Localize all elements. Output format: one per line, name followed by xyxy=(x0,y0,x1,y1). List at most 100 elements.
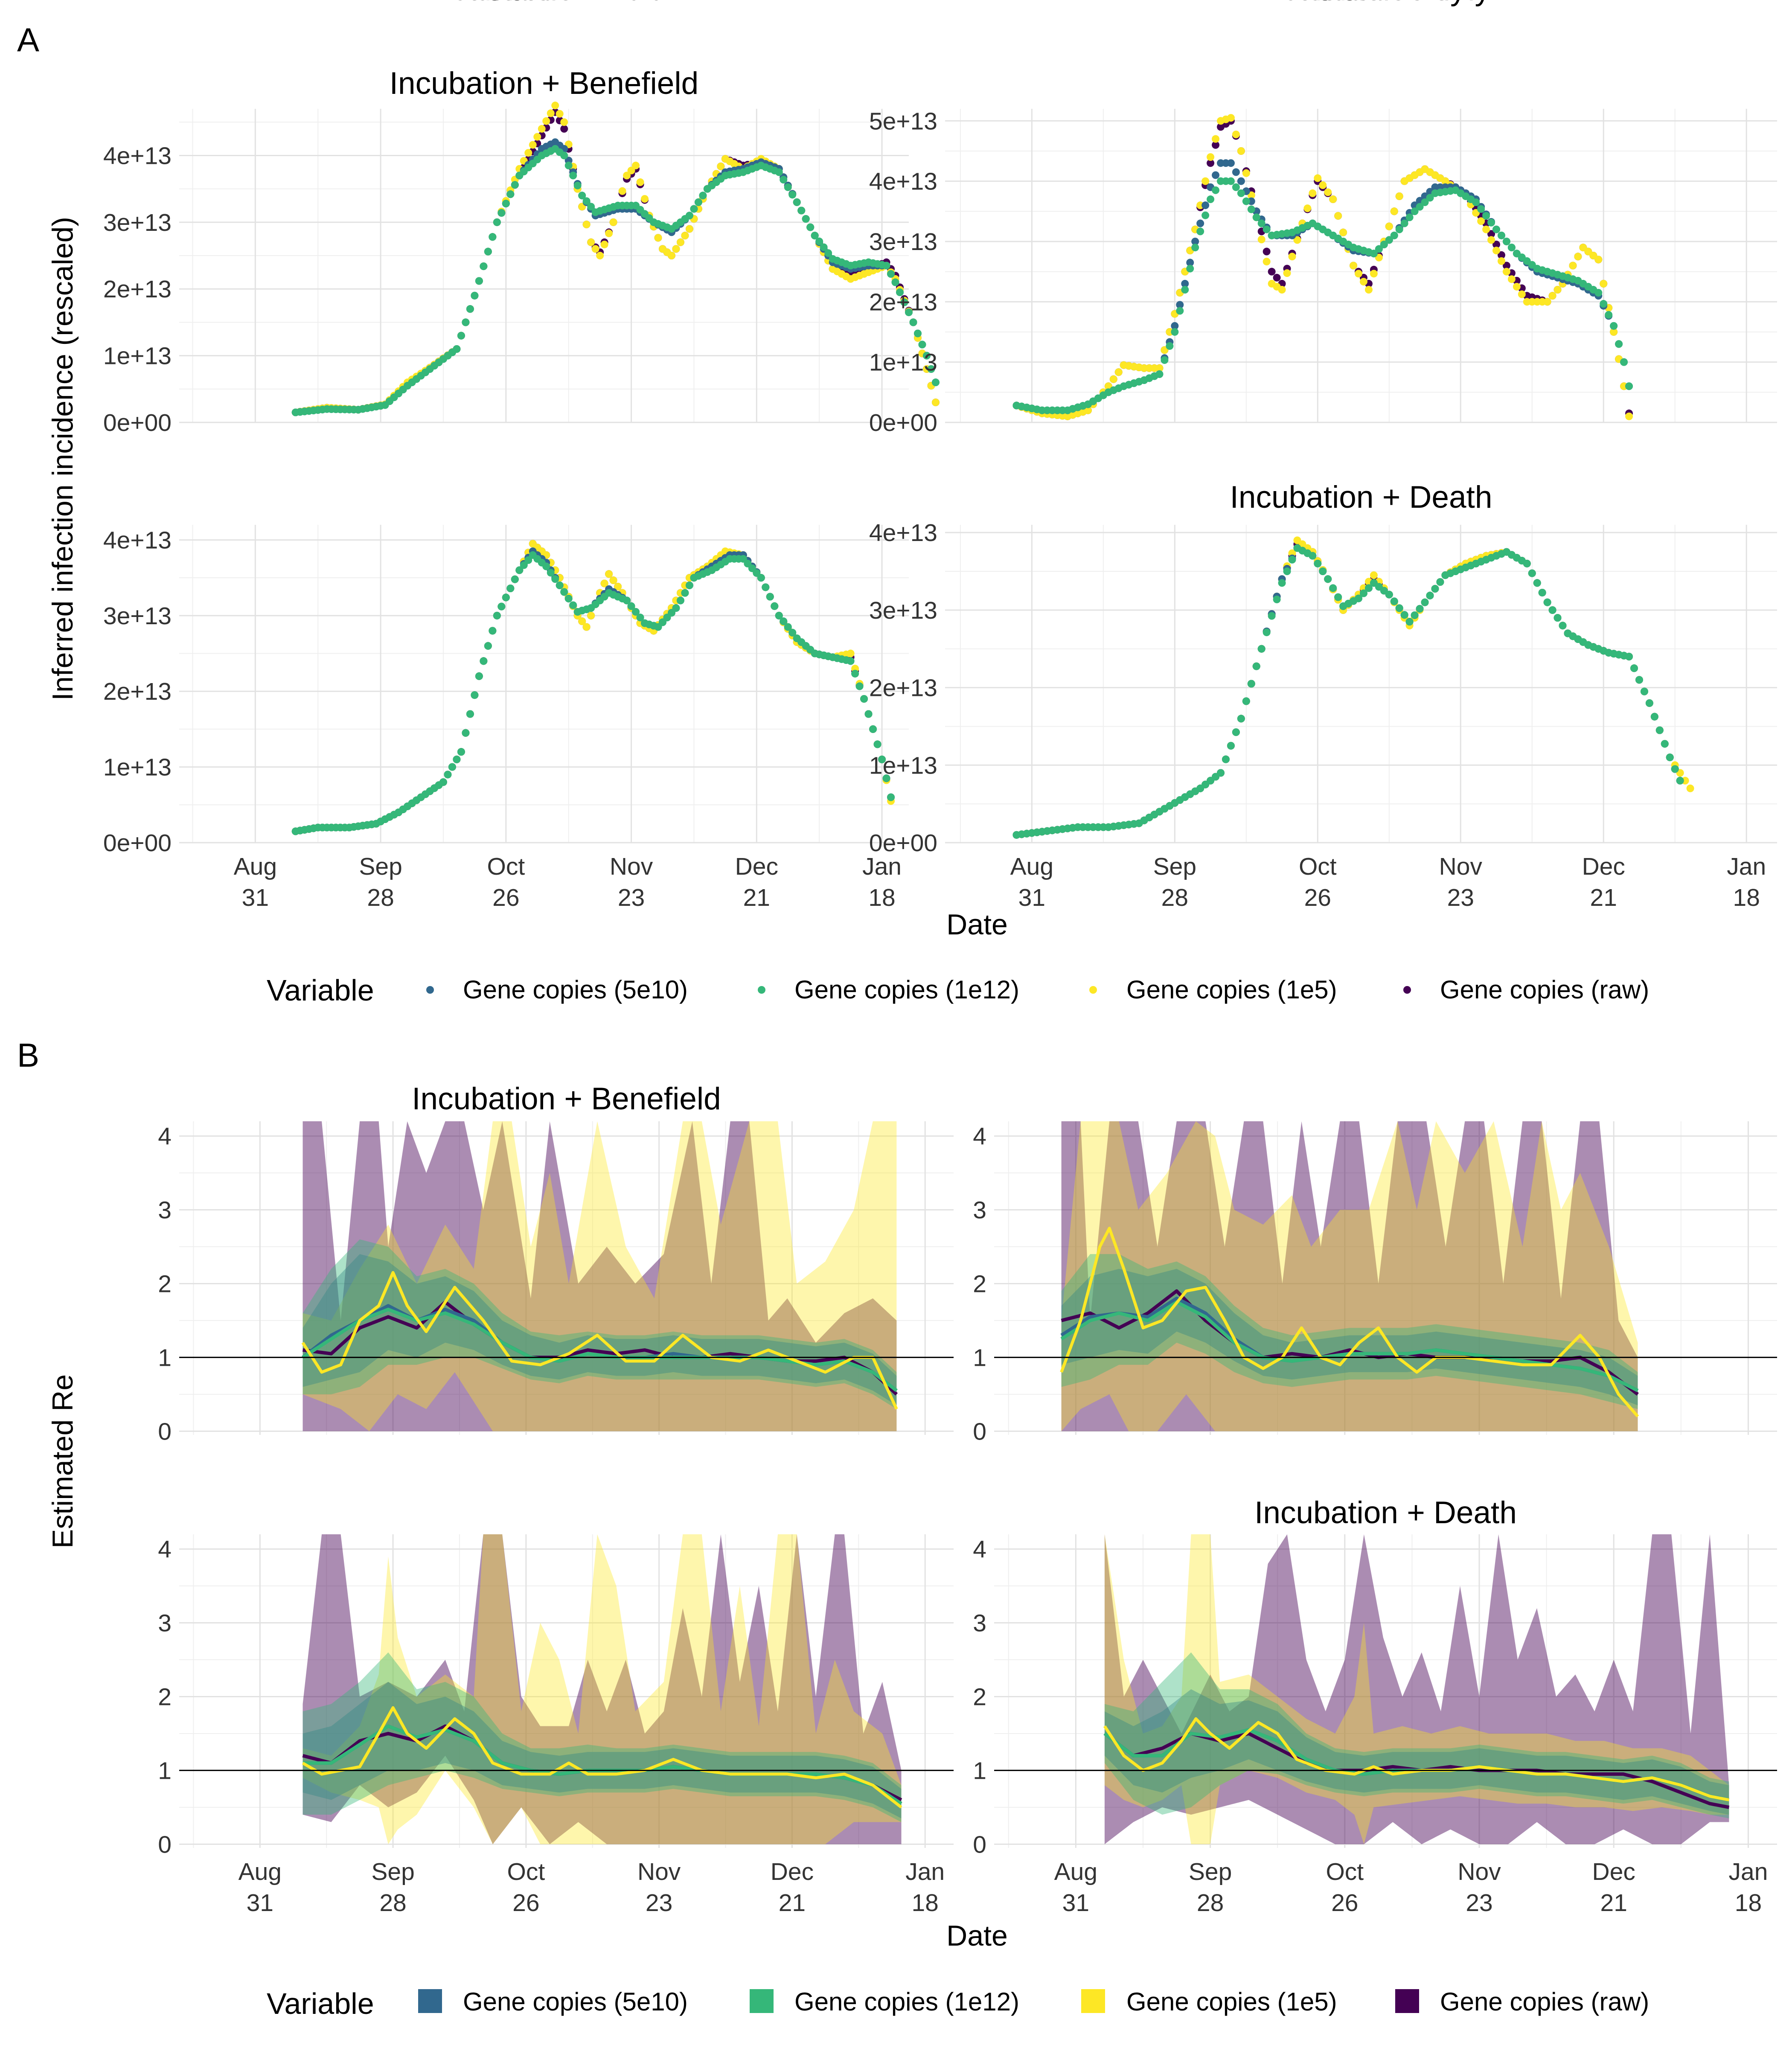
panel-b-x-axis-title: Date xyxy=(946,1920,1008,1952)
data-point xyxy=(453,345,461,353)
data-point xyxy=(1278,286,1286,294)
x-tick-label: 18 xyxy=(911,1889,938,1917)
panel-b-y-axis-title: Estimated Re xyxy=(47,1374,79,1548)
ribbon-1e12 xyxy=(303,1239,897,1409)
data-point xyxy=(636,614,644,622)
facet-a-4: Incubation only 0e+00 1e+13 2e+13 3e+13 4e+13… xyxy=(869,0,1777,911)
data-point xyxy=(1303,204,1312,212)
data-point xyxy=(1227,114,1235,122)
y-tick-label: 3 xyxy=(973,1610,986,1637)
ribbon-5e10 xyxy=(303,1681,902,1818)
data-point xyxy=(1482,225,1490,233)
data-point xyxy=(1543,298,1551,306)
data-point xyxy=(1293,236,1301,244)
y-tick-label: 1e+13 xyxy=(103,754,172,781)
data-point xyxy=(1395,192,1403,200)
series-raw xyxy=(1012,540,1684,839)
data-point xyxy=(1553,614,1562,622)
panel-a-legend-key-1e12 xyxy=(758,986,765,994)
x-tick-label: Aug xyxy=(1054,1858,1097,1885)
data-point xyxy=(771,602,779,610)
data-point xyxy=(1273,595,1281,603)
data-point xyxy=(1227,159,1235,167)
data-point xyxy=(676,596,684,605)
data-point xyxy=(457,332,465,340)
data-point xyxy=(475,672,483,680)
data-point xyxy=(1650,713,1658,721)
data-point xyxy=(775,168,783,176)
x-tick-label: Jan xyxy=(1727,853,1766,880)
panel-b-legend-label-raw: Gene copies (raw) xyxy=(1440,1987,1649,2016)
data-point xyxy=(1171,322,1179,330)
data-point xyxy=(694,198,702,206)
x-tick-label: 31 xyxy=(1062,1889,1089,1917)
x-tick-label: Nov xyxy=(1439,853,1483,880)
ribbon-raw xyxy=(1061,1121,1638,1431)
y-tick-label: 2e+13 xyxy=(869,675,937,702)
data-point xyxy=(484,642,492,650)
y-tick-label: 1 xyxy=(973,1757,986,1784)
data-point xyxy=(788,191,797,199)
ribbon-1e5 xyxy=(303,1121,897,1431)
data-point xyxy=(1676,777,1684,785)
y-tick-label: 3 xyxy=(158,1610,172,1637)
data-point xyxy=(542,117,550,125)
data-point xyxy=(1487,218,1495,227)
data-point xyxy=(1610,328,1618,336)
data-point xyxy=(1263,628,1271,637)
data-point xyxy=(1395,604,1403,612)
data-point xyxy=(462,318,470,326)
data-point xyxy=(511,181,519,189)
data-point xyxy=(1329,584,1337,592)
panel-b-legend-key-raw xyxy=(1395,1989,1419,2013)
data-point xyxy=(654,234,662,242)
x-tick-label: Sep xyxy=(1189,1858,1232,1885)
series-raw xyxy=(291,540,895,835)
data-point xyxy=(931,378,940,387)
data-point xyxy=(1661,740,1669,748)
data-point xyxy=(918,340,926,349)
y-tick-label: 4 xyxy=(973,1123,986,1150)
series-5e10 xyxy=(1012,544,1684,839)
data-point xyxy=(1421,198,1429,207)
ribbon-raw xyxy=(1104,1534,1729,1844)
panel-b-legend-title: Variable xyxy=(267,1987,374,2020)
x-tick-label: 21 xyxy=(779,1889,806,1917)
plot-area xyxy=(1060,1121,1639,1431)
panel-b-legend-label-1e12: Gene copies (1e12) xyxy=(794,1987,1019,2016)
y-tick-label: 4e+13 xyxy=(869,168,937,195)
data-point xyxy=(1232,131,1240,139)
data-point xyxy=(1237,189,1245,197)
x-tick-label: 18 xyxy=(868,884,895,911)
data-point xyxy=(1513,282,1521,291)
data-point xyxy=(560,118,568,126)
panel-a-legend-label-1e12: Gene copies (1e12) xyxy=(794,975,1019,1004)
data-point xyxy=(1278,579,1286,587)
minor-grid xyxy=(945,109,1777,422)
y-tick-label: 5e+13 xyxy=(869,108,937,135)
data-point xyxy=(1207,159,1215,167)
data-point xyxy=(542,562,550,570)
data-point xyxy=(1324,575,1332,583)
plot-area xyxy=(301,1121,898,1431)
x-tick-label: 21 xyxy=(1590,884,1617,911)
x-tick-label: Jan xyxy=(905,1858,945,1885)
data-point xyxy=(1594,256,1603,264)
data-point xyxy=(462,729,470,737)
x-tick-label: Aug xyxy=(1010,853,1053,880)
data-point xyxy=(1257,219,1265,227)
facet-title: Incubation only xyxy=(1256,0,1466,7)
data-point xyxy=(775,611,783,620)
data-point xyxy=(784,623,792,631)
data-point xyxy=(564,594,573,602)
data-point xyxy=(927,365,935,373)
ribbon-raw xyxy=(303,1534,902,1844)
y-tick-label: 4e+13 xyxy=(103,142,172,169)
facet-a-2: Incubation + Death 0e+00 1e+13 2e+13 3e+13 4e… xyxy=(869,108,1777,515)
data-point xyxy=(1359,589,1367,597)
x-tick-label: Dec xyxy=(735,853,778,880)
data-point xyxy=(1257,645,1265,653)
data-point xyxy=(551,575,559,583)
data-point xyxy=(524,149,532,157)
data-point xyxy=(1411,611,1419,619)
